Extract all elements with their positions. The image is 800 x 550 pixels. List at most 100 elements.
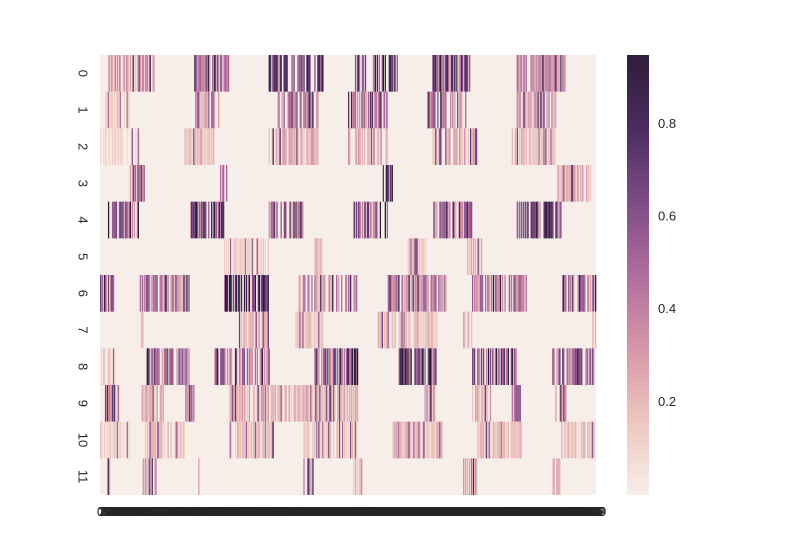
heatmap-cell bbox=[108, 458, 111, 495]
heatmap-cell bbox=[434, 91, 436, 129]
heatmap-cell bbox=[364, 91, 367, 129]
heatmap-cell bbox=[407, 238, 409, 275]
heatmap-cell bbox=[102, 348, 105, 385]
heatmap-cell bbox=[363, 91, 366, 129]
column-tick-label: 158 bbox=[246, 504, 268, 519]
heatmap-cell bbox=[113, 421, 116, 459]
column-tick-label: 62 bbox=[155, 504, 169, 519]
heatmap-cell bbox=[100, 348, 103, 385]
heatmap-cell bbox=[250, 348, 253, 385]
column-tick-label: 297 bbox=[384, 504, 406, 519]
column-tick-label: 259 bbox=[347, 504, 369, 519]
heatmap-cell bbox=[369, 91, 372, 129]
column-tick-label: 172 bbox=[260, 504, 282, 519]
heatmap-cell bbox=[260, 275, 262, 312]
heatmap-cell bbox=[530, 91, 532, 129]
heatmap-cell bbox=[233, 385, 236, 422]
column-tick-label: 325 bbox=[412, 504, 434, 519]
heatmap-cell bbox=[534, 201, 536, 239]
heatmap-cell bbox=[265, 348, 267, 385]
heatmap-cell bbox=[281, 128, 283, 165]
heatmap-cell bbox=[302, 385, 304, 422]
heatmap-cell bbox=[316, 385, 318, 422]
heatmap-cell bbox=[547, 55, 549, 92]
heatmap-cell bbox=[592, 275, 594, 312]
heatmap-cell bbox=[176, 275, 178, 312]
column-tick-label: 305 bbox=[392, 504, 414, 519]
column-tick-label: 377 bbox=[464, 504, 486, 519]
heatmap-cell bbox=[457, 91, 459, 129]
heatmap-cell bbox=[477, 421, 480, 459]
column-tick-label: 151 bbox=[239, 504, 261, 519]
heatmap-cell bbox=[145, 275, 147, 312]
heatmap-cell bbox=[360, 458, 363, 495]
heatmap-cell bbox=[115, 128, 118, 165]
heatmap-cell bbox=[245, 421, 248, 459]
heatmap-cell bbox=[453, 128, 455, 165]
heatmap-cell bbox=[391, 165, 393, 202]
heatmap-cell bbox=[144, 385, 146, 422]
column-tick-label: 449 bbox=[535, 504, 557, 519]
heatmap-cell bbox=[319, 55, 321, 92]
heatmap-cell bbox=[507, 348, 509, 385]
column-tick-label: 347 bbox=[434, 504, 456, 519]
heatmap-cell bbox=[545, 201, 547, 239]
column-tick-label: 499 bbox=[585, 504, 607, 519]
heatmap-cell bbox=[403, 421, 405, 459]
heatmap-cell bbox=[205, 55, 207, 92]
heatmap-cell bbox=[370, 201, 373, 239]
heatmap-cell bbox=[331, 275, 333, 312]
heatmap-cell bbox=[474, 458, 477, 495]
heatmap-cell bbox=[407, 348, 409, 385]
heatmap-cell bbox=[520, 275, 522, 312]
heatmap-cell bbox=[403, 275, 405, 312]
heatmap-cell bbox=[377, 91, 380, 129]
heatmap-cell bbox=[113, 201, 116, 239]
column-tick-label: 368 bbox=[455, 504, 477, 519]
heatmap-cell bbox=[438, 275, 440, 312]
heatmap-cell bbox=[571, 348, 573, 385]
column-tick-label: 79 bbox=[172, 504, 186, 519]
heatmap-cell bbox=[458, 201, 460, 239]
heatmap-cell bbox=[216, 201, 218, 239]
heatmap-cell bbox=[594, 421, 596, 459]
heatmap-cell bbox=[229, 238, 232, 275]
column-tick-label: 419 bbox=[505, 504, 527, 519]
heatmap-cell bbox=[378, 55, 381, 92]
column-tick-label: 436 bbox=[522, 504, 544, 519]
heatmap-cell bbox=[522, 55, 524, 92]
heatmap-cell bbox=[215, 348, 217, 385]
heatmap-cell bbox=[523, 91, 525, 129]
heatmap-cell bbox=[405, 348, 407, 385]
heatmap-cell bbox=[301, 385, 303, 422]
heatmap-cell bbox=[149, 458, 151, 495]
heatmap-cell bbox=[590, 348, 592, 385]
row-tick-label: 7 bbox=[76, 326, 91, 333]
heatmap-cell bbox=[355, 128, 358, 165]
heatmap-cell bbox=[138, 55, 140, 92]
colorbar-tick-label: 0.6 bbox=[658, 209, 676, 224]
heatmap-cell bbox=[142, 385, 144, 422]
heatmap-cell bbox=[324, 421, 326, 459]
heatmap-cell bbox=[415, 275, 417, 312]
heatmap-cell bbox=[223, 55, 225, 92]
heatmap-cell bbox=[422, 238, 424, 275]
heatmap-cell bbox=[332, 348, 334, 385]
heatmap-cell bbox=[248, 311, 251, 349]
column-tick-label: 446 bbox=[532, 504, 554, 519]
heatmap-cell bbox=[238, 238, 241, 275]
heatmap-cell bbox=[214, 91, 216, 129]
heatmap-cell bbox=[268, 128, 270, 165]
heatmap-cell bbox=[427, 275, 429, 312]
column-tick-label: 35 bbox=[128, 504, 142, 519]
heatmap-cell bbox=[142, 458, 144, 495]
heatmap-cell bbox=[317, 385, 319, 422]
heatmap-cell bbox=[337, 385, 339, 422]
heatmap-cell bbox=[503, 348, 506, 385]
heatmap-cell bbox=[432, 311, 434, 349]
heatmap-cell bbox=[285, 128, 287, 165]
heatmap-cell bbox=[310, 458, 312, 495]
heatmap-cell bbox=[450, 55, 452, 92]
heatmap-cell bbox=[340, 348, 342, 385]
heatmap-cell bbox=[448, 128, 450, 165]
